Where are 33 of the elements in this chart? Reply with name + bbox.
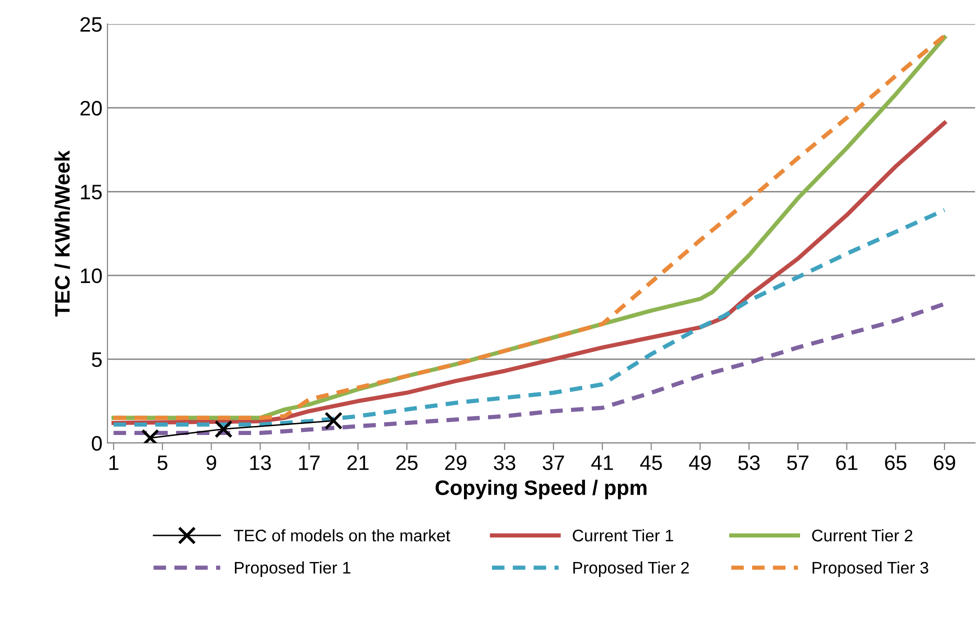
x-tick-label: 5 <box>158 456 168 470</box>
x-tick-label: 13 <box>250 455 271 470</box>
x-tick-label: 61 <box>836 455 858 470</box>
y-tick-label: 5 <box>92 352 102 367</box>
x-tick-label: 25 <box>396 455 418 470</box>
x-tick-label: 17 <box>299 456 320 470</box>
x-tick-label: 49 <box>689 455 711 470</box>
x-tick-label: 53 <box>738 455 760 470</box>
y-tick-label: 0 <box>92 436 102 451</box>
x-tick-label: 57 <box>787 456 808 470</box>
line-series <box>111 120 947 425</box>
x-tick-label: 33 <box>494 455 516 470</box>
x-tick-label: 9 <box>206 455 216 470</box>
x-tick-label: 21 <box>347 455 369 470</box>
x-axis-title: Copying Speed / ppm <box>436 480 646 500</box>
x-tick-label: 65 <box>885 455 906 470</box>
y-tick-label: 15 <box>81 184 102 200</box>
y-axis-title: TEC / KWh/Week <box>54 150 70 316</box>
x-tick-label: 1 <box>109 456 118 470</box>
y-tick-label: 25 <box>80 17 102 32</box>
legend-label: Current Tier 1 <box>572 529 674 542</box>
x-tick-label: 69 <box>934 455 956 470</box>
x-tick-label: 29 <box>445 455 466 470</box>
legend-label: Proposed Tier 3 <box>812 561 928 577</box>
y-tick-label: 20 <box>80 100 102 116</box>
legend-label: Proposed Tier 1 <box>234 561 350 577</box>
x-tick-label: 41 <box>591 456 613 470</box>
y-tick-label: 10 <box>81 268 102 284</box>
legend-label: Proposed Tier 2 <box>573 561 689 577</box>
x-tick-label: 45 <box>640 456 662 470</box>
legend-label: TEC of models on the market <box>234 529 450 542</box>
x-tick-label: 37 <box>542 455 564 470</box>
legend-label: Current Tier 2 <box>812 529 912 542</box>
